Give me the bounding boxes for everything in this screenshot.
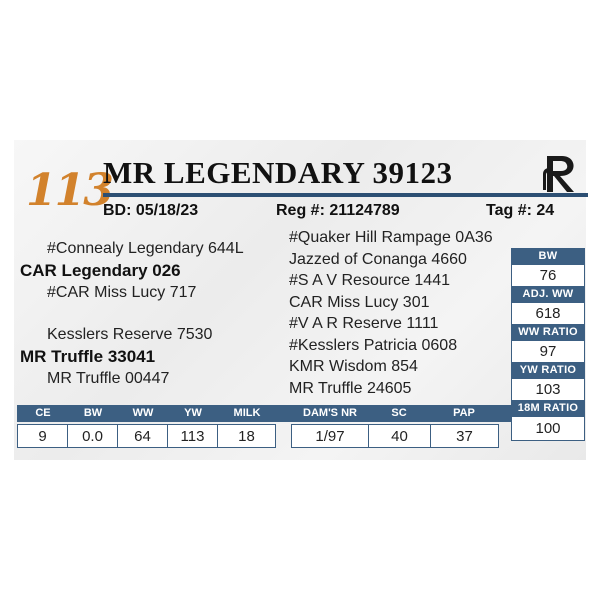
stat-label-bw: BW: [511, 248, 585, 265]
epd-value-milk: 18: [217, 424, 276, 448]
tag-number: Tag #: 24: [486, 202, 555, 219]
third-gen-7: KMR Wisdom 854: [289, 358, 418, 375]
dam-header-sc: SC: [391, 407, 407, 419]
stat-value-ww-ratio: 97: [511, 341, 585, 362]
birth-date: BD: 05/18/23: [103, 202, 199, 219]
dam-value-nr: 1/97: [291, 424, 369, 448]
dam-header-pap: PAP: [453, 407, 475, 419]
third-gen-8: MR Truffle 24605: [289, 380, 412, 397]
dam-value-sc: 40: [368, 424, 431, 448]
epd-value-ww: 64: [117, 424, 168, 448]
stat-label-adj-ww: ADJ. WW: [511, 286, 585, 303]
sire-sire: #Connealy Legendary 644L: [47, 240, 244, 257]
registration-number: Reg #: 21124789: [276, 202, 400, 219]
third-gen-3: #S A V Resource 1441: [289, 272, 450, 289]
title-divider: [103, 193, 588, 197]
stat-label-yw-ratio: YW RATIO: [511, 362, 585, 379]
stat-label-ww-ratio: WW RATIO: [511, 324, 585, 341]
stat-value-18m-ratio: 100: [511, 417, 585, 441]
stat-value-bw: 76: [511, 265, 585, 286]
dam-sire: Kesslers Reserve 7530: [47, 326, 213, 343]
sire-dam: #CAR Miss Lucy 717: [47, 284, 197, 301]
epd-header-milk: MILK: [233, 407, 261, 419]
dam-dam: MR Truffle 00447: [47, 370, 170, 387]
epd-header-ce: CE: [35, 407, 51, 419]
stat-value-adj-ww: 618: [511, 303, 585, 324]
animal-name: MR LEGENDARY 39123: [103, 155, 453, 190]
dam-value-pap: 37: [430, 424, 499, 448]
epd-header-bw: BW: [83, 407, 103, 419]
third-gen-5: #V A R Reserve 1111: [289, 315, 439, 332]
third-gen-4: CAR Miss Lucy 301: [289, 294, 430, 311]
r-brand-logo-icon: [543, 156, 574, 192]
stat-label-18m-ratio: 18M RATIO: [511, 400, 585, 417]
stat-value-yw-ratio: 103: [511, 379, 585, 400]
epd-header-yw: YW: [184, 407, 202, 419]
third-gen-2: Jazzed of Conanga 4660: [289, 251, 467, 268]
performance-panel: BW 76 ADJ. WW 618 WW RATIO 97 YW RATIO 1…: [511, 248, 585, 441]
third-gen-1: #Quaker Hill Rampage 0A36: [289, 229, 493, 246]
epd-value-yw: 113: [167, 424, 218, 448]
epd-value-ce: 9: [17, 424, 68, 448]
dam: MR Truffle 33041: [20, 347, 156, 366]
epd-header-ww: WW: [132, 407, 154, 419]
third-gen-6: #Kesslers Patricia 0608: [289, 337, 458, 354]
dam-header-nr: DAM'S NR: [303, 407, 357, 419]
sire: CAR Legendary 026: [20, 261, 181, 280]
epd-value-bw: 0.0: [67, 424, 118, 448]
bottom-header-bar: [17, 405, 511, 422]
lot-number: 113: [26, 165, 114, 216]
